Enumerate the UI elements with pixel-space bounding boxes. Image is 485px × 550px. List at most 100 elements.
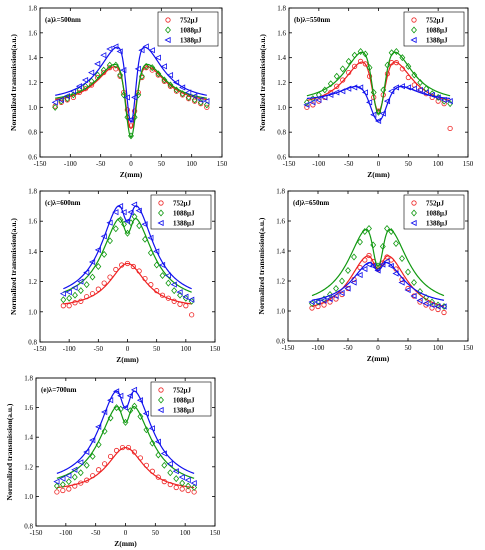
series-2 <box>309 225 447 310</box>
data-point <box>416 86 423 94</box>
legend: 752μJ 1088μJ 1388μJ <box>150 381 212 417</box>
data-point <box>303 101 310 108</box>
y-tick-label: 1.0 <box>276 308 285 316</box>
data-point <box>161 76 168 84</box>
data-point <box>101 408 108 416</box>
y-tick-label: 1.4 <box>28 54 37 62</box>
data-point <box>440 96 447 103</box>
data-point <box>83 281 90 289</box>
data-point <box>134 65 141 72</box>
data-point <box>107 65 113 71</box>
series-1 <box>309 252 447 316</box>
x-tick-label: -50 <box>96 160 106 168</box>
data-point <box>107 414 114 422</box>
data-point <box>52 103 59 111</box>
data-point <box>351 253 357 261</box>
series-1 <box>60 260 195 318</box>
x-tick-label: 150 <box>463 344 474 352</box>
data-point <box>327 91 334 98</box>
legend-label: 1088μJ <box>426 27 448 35</box>
series-2 <box>53 402 198 491</box>
data-point <box>106 61 113 69</box>
data-point <box>142 275 148 282</box>
data-point <box>53 478 60 485</box>
y-tick-label: 1.6 <box>28 29 37 37</box>
data-point <box>131 213 138 221</box>
x-tick-label: 150 <box>210 529 221 537</box>
data-point <box>428 301 435 309</box>
data-point <box>379 261 386 268</box>
series-3 <box>51 43 210 124</box>
data-point <box>183 303 189 309</box>
legend-label: 1388μJ <box>173 407 195 415</box>
data-point <box>165 295 171 301</box>
data-point <box>100 66 107 74</box>
legend-marker <box>158 200 164 206</box>
data-point <box>142 43 149 50</box>
data-point <box>135 207 142 214</box>
data-point <box>339 88 346 95</box>
data-point <box>77 287 84 295</box>
data-point <box>176 289 183 296</box>
data-point <box>308 298 315 306</box>
chart-panel-3: -150 -100 -50 0 50 100 150 0.8 1.0 1.2 1.4 1.6 1.8 Z(… <box>9 188 221 365</box>
data-point <box>95 441 102 449</box>
data-point <box>137 413 144 420</box>
data-point <box>388 88 395 95</box>
data-point <box>171 287 178 295</box>
data-point <box>148 282 154 288</box>
y-tick-label: 1.2 <box>276 278 285 286</box>
data-point <box>447 100 454 108</box>
data-point <box>179 479 186 487</box>
legend-label: 752μJ <box>426 17 444 25</box>
data-point <box>410 85 417 92</box>
data-point <box>197 96 204 103</box>
data-point <box>117 71 124 79</box>
data-point <box>164 272 171 279</box>
data-point <box>100 52 107 59</box>
x-tick-label: -150 <box>30 529 43 537</box>
y-tick-label: 1.6 <box>28 218 37 226</box>
fit-curve <box>311 261 445 301</box>
data-point <box>365 261 372 268</box>
data-point <box>333 89 340 96</box>
x-tick-label: -150 <box>34 345 47 353</box>
data-point <box>179 84 186 91</box>
legend-marker <box>165 17 171 23</box>
data-point <box>429 298 435 306</box>
data-point <box>203 98 210 105</box>
data-point <box>404 84 411 91</box>
data-point <box>69 88 76 95</box>
data-point <box>167 81 174 89</box>
data-point <box>172 79 180 86</box>
data-point <box>120 91 127 99</box>
data-point <box>405 62 412 70</box>
data-point <box>338 289 345 297</box>
data-point <box>106 219 113 226</box>
legend-label: 1088μJ <box>173 397 195 405</box>
x-tick-label: -50 <box>94 345 104 353</box>
data-point <box>434 303 441 310</box>
x-tick-label: 50 <box>405 344 413 352</box>
data-point <box>112 61 119 69</box>
series-2 <box>303 47 454 116</box>
data-point <box>404 286 411 294</box>
y-tick-label: 0.6 <box>28 154 37 162</box>
data-point <box>167 469 174 477</box>
data-point <box>405 268 411 276</box>
data-point <box>59 475 66 482</box>
data-point <box>155 451 162 459</box>
data-point <box>366 252 372 259</box>
x-tick-label: -150 <box>34 160 47 168</box>
data-point <box>423 85 430 93</box>
data-point <box>411 71 418 79</box>
y-tick-label: 0.8 <box>28 129 37 137</box>
data-point <box>383 258 390 265</box>
x-tick-label: -150 <box>283 160 296 168</box>
data-point <box>361 228 368 235</box>
data-point <box>142 410 149 417</box>
data-point <box>131 449 138 455</box>
series-3 <box>59 201 195 303</box>
data-point <box>83 461 90 469</box>
